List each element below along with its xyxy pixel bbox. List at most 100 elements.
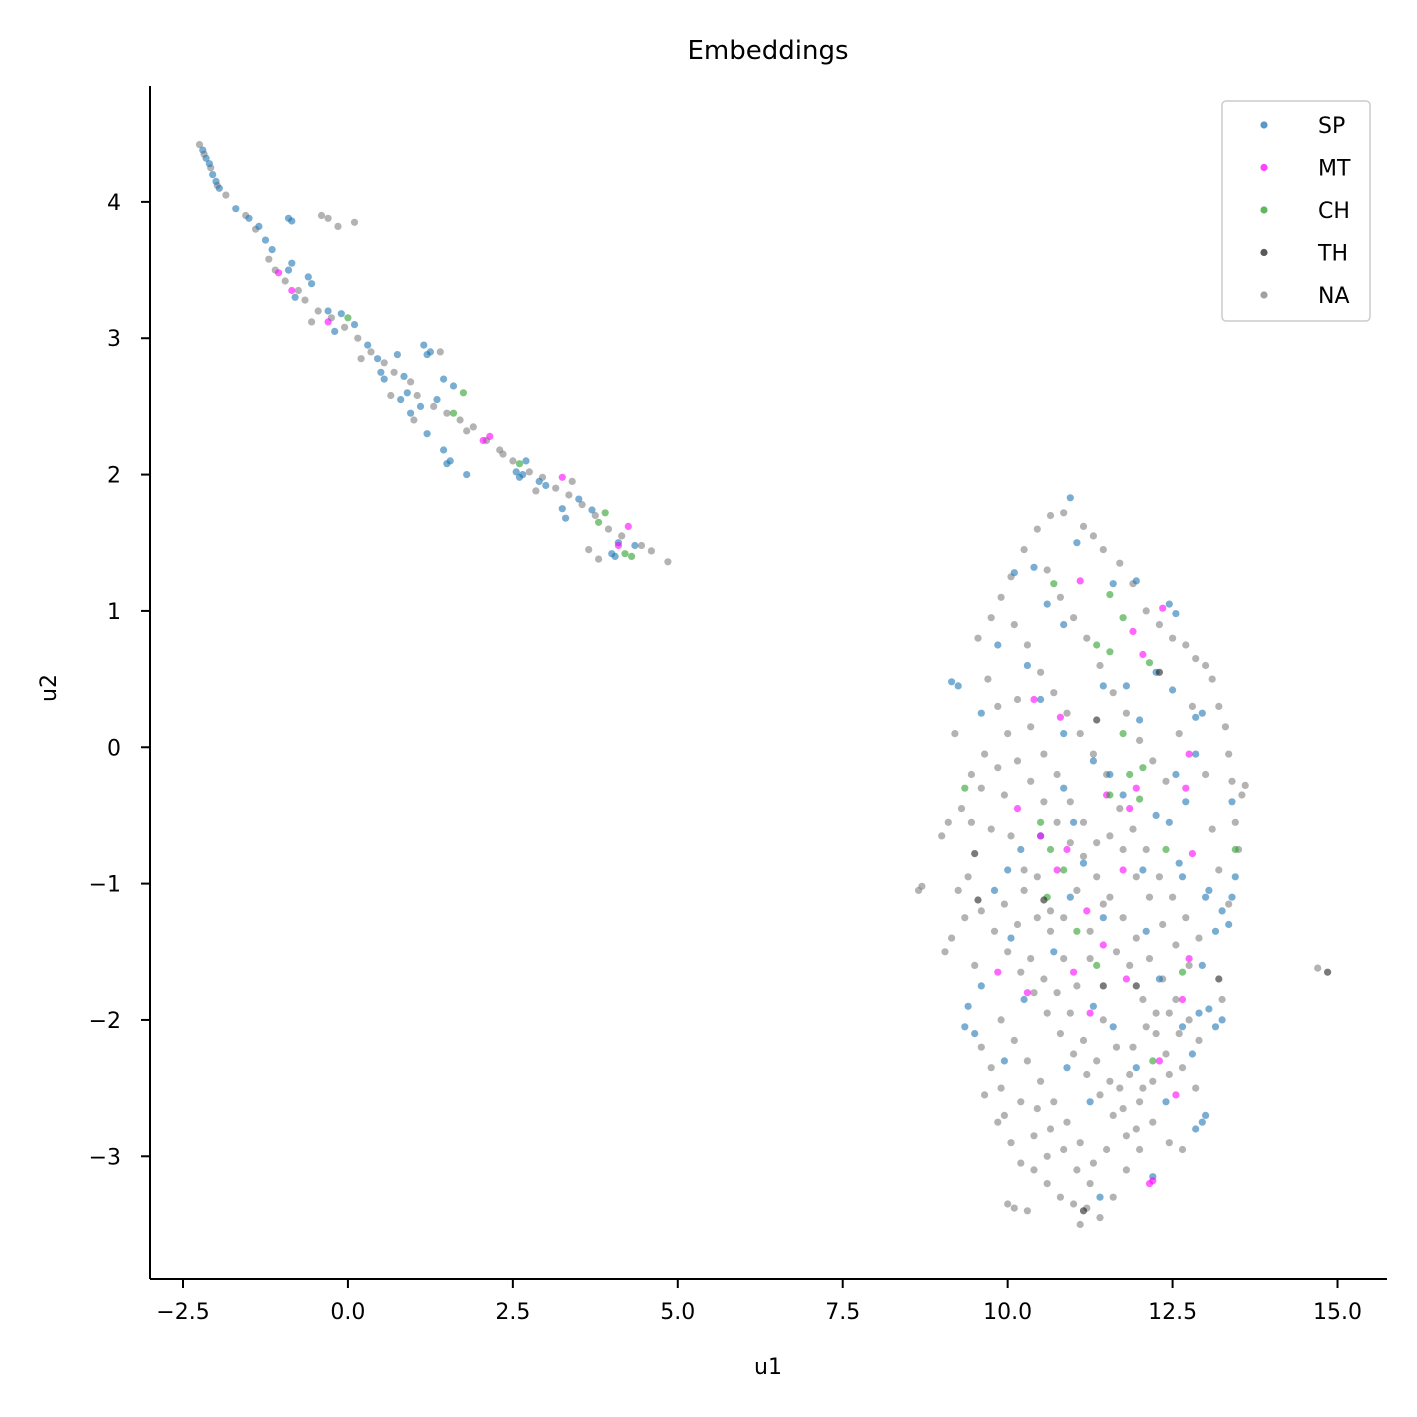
data-point-mt — [1086, 1009, 1094, 1017]
data-point-sp — [1004, 866, 1012, 874]
data-point-sp — [977, 982, 985, 990]
data-point-sp — [1060, 784, 1068, 792]
data-point-sp — [1165, 818, 1173, 826]
data-point-na — [954, 886, 962, 895]
data-point-sp — [261, 236, 270, 244]
data-point-th — [1324, 968, 1332, 976]
data-point-na — [509, 457, 517, 465]
data-point-sp — [1211, 927, 1220, 935]
data-point-ch — [515, 460, 524, 468]
data-point-sp — [1136, 716, 1144, 724]
data-point-sp — [1172, 770, 1180, 779]
data-point-na — [1066, 1009, 1074, 1017]
data-point-na — [1119, 914, 1127, 922]
data-point-ch — [1093, 641, 1101, 649]
data-point-na — [1129, 825, 1137, 833]
series-ch — [344, 314, 1239, 1065]
data-point-sp — [268, 246, 276, 254]
data-point-sp — [562, 514, 570, 522]
data-point-na — [1033, 873, 1041, 881]
data-point-na — [1152, 1030, 1160, 1038]
data-point-na — [944, 818, 952, 826]
data-point-na — [977, 784, 985, 792]
data-point-na — [647, 547, 656, 555]
data-point-sp — [1172, 610, 1180, 618]
legend-label-th: TH — [1317, 242, 1348, 267]
data-point-na — [1132, 873, 1140, 881]
data-point-na — [987, 614, 995, 622]
data-point-na — [1066, 839, 1074, 847]
data-point-na — [1013, 757, 1022, 765]
data-point-sp — [416, 402, 425, 410]
data-point-na — [1096, 1214, 1104, 1222]
data-point-sp — [1225, 920, 1233, 929]
data-point-na — [637, 541, 646, 550]
data-point-na — [1314, 964, 1322, 972]
data-point-na — [997, 1084, 1005, 1092]
data-point-na — [195, 141, 204, 149]
data-point-na — [1175, 730, 1183, 738]
data-point-na — [456, 416, 464, 424]
data-point-sp — [1198, 961, 1206, 970]
data-point-na — [341, 323, 349, 331]
data-point-na — [1010, 1204, 1018, 1212]
y-axis-ticks: −3 −2 −1 0 1 2 3 4 — [89, 191, 150, 1170]
data-point-th — [1079, 1207, 1088, 1215]
data-point-na — [1023, 1207, 1031, 1215]
data-point-na — [1182, 641, 1190, 649]
data-point-sp — [519, 471, 527, 479]
data-point-ch — [1178, 968, 1187, 976]
data-point-na — [1099, 900, 1107, 908]
legend-marker-th — [1260, 248, 1268, 257]
x-tick-label: 12.5 — [1148, 1300, 1197, 1325]
data-point-ch — [459, 389, 467, 397]
data-point-na — [1033, 1105, 1041, 1113]
legend-marker-sp — [1260, 121, 1268, 129]
data-point-na — [499, 450, 507, 458]
data-point-na — [974, 634, 982, 642]
data-point-na — [1000, 791, 1009, 799]
data-point-sp — [304, 273, 312, 281]
data-point-na — [1073, 1166, 1081, 1174]
data-point-na — [1060, 1145, 1068, 1154]
data-point-na — [1033, 914, 1041, 922]
data-point-mt — [994, 968, 1002, 976]
data-point-na — [1225, 750, 1233, 758]
data-point-sp — [374, 355, 382, 363]
data-point-sp — [245, 214, 253, 222]
data-point-na — [1023, 641, 1031, 649]
data-point-mt — [275, 269, 283, 277]
y-tick-label: −3 — [89, 1145, 121, 1170]
data-point-na — [1165, 1070, 1173, 1079]
data-point-sp — [1132, 1064, 1140, 1072]
data-point-na — [1136, 1098, 1144, 1106]
data-point-ch — [621, 550, 629, 558]
data-point-na — [1040, 750, 1048, 758]
data-point-sp — [1043, 600, 1051, 608]
data-point-sp — [205, 160, 213, 168]
data-point-sp — [1218, 907, 1226, 915]
data-point-na — [1142, 845, 1150, 854]
data-point-th — [1132, 982, 1140, 990]
x-tick-label: −2.5 — [156, 1300, 209, 1325]
legend-marker-ch — [1260, 206, 1268, 214]
data-point-na — [367, 348, 375, 356]
data-point-na — [301, 296, 309, 304]
series-na — [195, 141, 1322, 1229]
data-point-mt — [1155, 1057, 1163, 1065]
data-point-sp — [1228, 893, 1236, 901]
data-point-sp — [1106, 770, 1114, 779]
data-point-na — [1202, 770, 1210, 779]
data-point-na — [994, 1118, 1002, 1126]
data-point-na — [1178, 1145, 1187, 1154]
data-point-na — [1020, 866, 1028, 874]
data-point-na — [1050, 1098, 1058, 1106]
data-point-na — [1027, 777, 1035, 785]
data-point-sp — [440, 375, 448, 383]
data-point-na — [1221, 723, 1229, 731]
data-point-sp — [1178, 1023, 1187, 1031]
data-point-sp — [1198, 709, 1206, 717]
x-tick-label: 2.5 — [495, 1300, 530, 1325]
data-point-na — [951, 730, 959, 738]
data-point-na — [915, 886, 923, 895]
